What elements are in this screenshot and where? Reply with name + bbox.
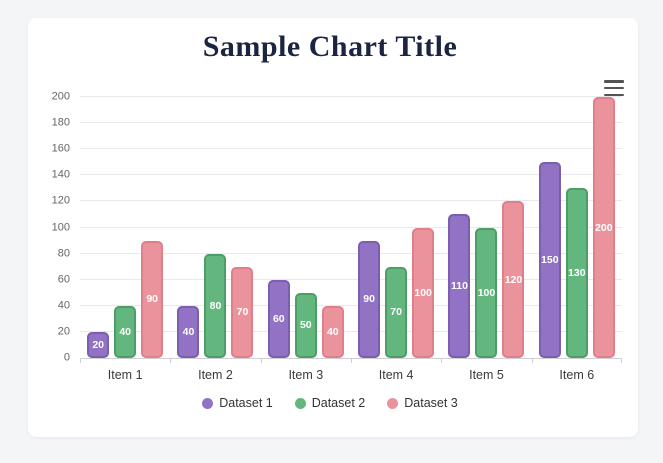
bar-value-label: 200 <box>595 221 613 234</box>
gridline <box>80 252 622 254</box>
legend-label: Dataset 3 <box>404 396 458 410</box>
bar-dataset-3[interactable]: 90 <box>141 240 164 358</box>
y-axis-tick-label: 140 <box>51 168 70 181</box>
bar-value-label: 50 <box>299 319 312 332</box>
bar-dataset-1[interactable]: 60 <box>267 279 290 358</box>
bar-value-label: 150 <box>541 254 559 267</box>
bar-dataset-3[interactable]: 100 <box>412 227 435 358</box>
gridline <box>80 122 622 124</box>
y-axis: 0 20 40 60 80 100 120 140 160 180 200 <box>38 91 80 363</box>
bar-dataset-2[interactable]: 50 <box>294 292 317 358</box>
bar-value-label: 20 <box>92 338 104 351</box>
x-axis-category-label: Item 1 <box>107 368 143 382</box>
bar-value-label: 80 <box>209 299 222 312</box>
bar-dataset-2[interactable]: 100 <box>475 227 498 358</box>
gridline <box>80 330 622 332</box>
bar-group-item-1: 20 40 90 <box>80 97 170 358</box>
chart-title: Sample Chart Title <box>202 30 458 63</box>
bar-dataset-1[interactable]: 20 <box>87 331 110 358</box>
y-axis-tick-label: 60 <box>57 273 70 286</box>
bar-value-label: 110 <box>450 280 468 293</box>
bar-dataset-1[interactable]: 40 <box>177 305 200 358</box>
legend: Dataset 1 Dataset 2 Dataset 3 <box>38 396 622 410</box>
legend-label: Dataset 2 <box>311 396 366 410</box>
bar-dataset-2[interactable]: 40 <box>114 305 137 358</box>
bar-value-label: 70 <box>236 306 249 319</box>
x-axis-category-label: Item 2 <box>198 368 233 382</box>
bar-value-label: 40 <box>182 325 195 338</box>
gridline <box>80 174 622 176</box>
legend-marker-icon <box>294 397 306 409</box>
bar-value-label: 70 <box>390 306 402 319</box>
bar-dataset-1[interactable]: 150 <box>538 162 561 358</box>
x-axis-tick <box>531 358 533 363</box>
bar-value-label: 90 <box>363 293 375 306</box>
x-axis-tick <box>80 358 81 363</box>
legend-item-dataset-2[interactable]: Dataset 2 <box>294 396 366 410</box>
hamburger-menu-icon[interactable] <box>604 80 624 96</box>
legend-marker-icon <box>387 397 399 409</box>
y-axis-tick-label: 160 <box>51 142 70 155</box>
hamburger-line <box>604 86 624 90</box>
bar-dataset-2[interactable]: 130 <box>565 188 588 358</box>
plot-area: 20 40 90 40 80 70 60 50 40 90 70 100 110 100 120 150 130… <box>80 96 622 363</box>
y-axis-tick-label: 200 <box>51 90 70 103</box>
bar-dataset-3[interactable]: 40 <box>321 305 344 358</box>
y-axis-tick-label: 80 <box>57 247 70 260</box>
legend-marker-icon <box>202 397 214 409</box>
legend-item-dataset-1[interactable]: Dataset 1 <box>202 396 273 410</box>
bar-dataset-1[interactable]: 90 <box>358 240 381 358</box>
bar-chart: 0 20 40 60 80 100 120 140 160 180 200 20 40 90 40 80 70… <box>38 91 622 382</box>
bar-group-item-6: 150 130 200 <box>532 97 622 358</box>
legend-label: Dataset 1 <box>219 396 273 410</box>
y-axis-tick-label: 100 <box>51 221 70 233</box>
bar-value-label: 100 <box>414 286 432 299</box>
bar-group-item-3: 60 50 40 <box>261 97 351 358</box>
y-axis-tick-label: 120 <box>51 194 70 207</box>
gridline <box>80 148 622 150</box>
bar-dataset-1[interactable]: 110 <box>448 214 471 358</box>
x-axis-category-label: Item 6 <box>559 368 595 382</box>
x-axis-tick <box>441 358 443 363</box>
bar-dataset-2[interactable]: 70 <box>385 266 408 358</box>
x-axis-tick <box>621 358 622 363</box>
x-axis-category-label: Item 5 <box>469 368 504 382</box>
bar-group-item-2: 40 80 70 <box>170 97 260 358</box>
bar-value-label: 90 <box>146 293 158 306</box>
bar-dataset-3[interactable]: 120 <box>502 201 525 358</box>
bar-dataset-2[interactable]: 80 <box>204 253 227 358</box>
x-axis-category-label: Item 4 <box>378 368 414 382</box>
bar-value-label: 60 <box>272 312 285 325</box>
x-axis: Item 1 Item 2 Item 3 Item 4 Item 5 Item 6 <box>80 368 622 382</box>
gridline <box>80 96 622 97</box>
bar-value-label: 40 <box>326 325 339 338</box>
gridline <box>80 304 622 306</box>
bar-value-label: 100 <box>477 286 496 299</box>
x-axis-tick <box>351 358 352 363</box>
plot-column: 20 40 90 40 80 70 60 50 40 90 70 100 110 100 120 150 130… <box>80 96 622 382</box>
bar-dataset-3[interactable]: 70 <box>231 266 254 358</box>
y-axis-tick-label: 40 <box>57 299 70 312</box>
bar-value-label: 40 <box>119 325 131 338</box>
x-axis-category-label: Item 3 <box>288 368 324 382</box>
bar-group-item-4: 90 70 100 <box>351 97 441 358</box>
bar-dataset-3[interactable]: 200 <box>592 97 615 358</box>
x-axis-tick <box>170 358 172 363</box>
chart-card: Sample Chart Title 0 20 40 60 80 100 120 140 160… <box>28 18 638 437</box>
bar-value-label: 120 <box>504 273 523 286</box>
y-axis-tick-label: 180 <box>51 116 70 129</box>
bar-group-item-5: 110 100 120 <box>441 97 531 358</box>
gridline <box>80 200 622 202</box>
x-axis-tick <box>260 358 262 363</box>
gridline <box>80 278 622 280</box>
bar-groups: 20 40 90 40 80 70 60 50 40 90 70 100 110 100 120 150 130… <box>80 97 622 358</box>
hamburger-line <box>604 93 624 96</box>
hamburger-line <box>604 80 624 83</box>
bar-value-label: 130 <box>568 267 586 280</box>
legend-item-dataset-3[interactable]: Dataset 3 <box>387 396 458 410</box>
y-axis-tick-label: 0 <box>63 351 70 364</box>
y-axis-tick-label: 20 <box>57 325 70 338</box>
gridline <box>80 226 622 228</box>
